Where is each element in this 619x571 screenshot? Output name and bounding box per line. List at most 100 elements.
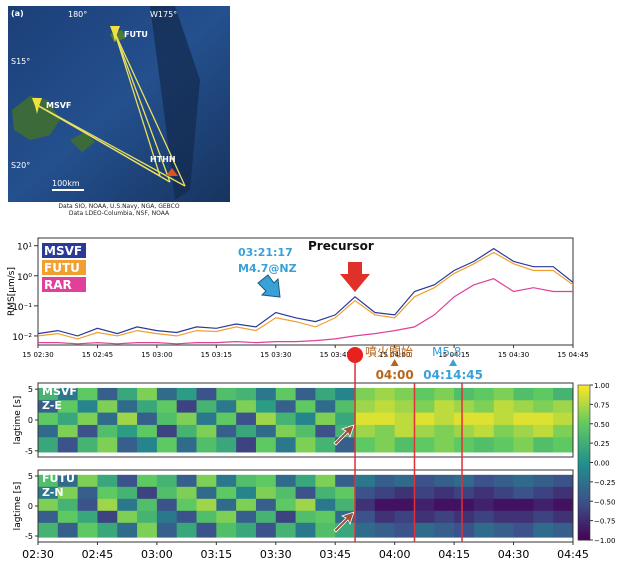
scale-label: 100km	[52, 179, 80, 188]
y-tick-label: 10⁻¹	[12, 303, 32, 313]
heat-cell	[295, 400, 316, 416]
heat-cell	[156, 510, 178, 526]
credit-box	[8, 202, 230, 216]
map: (a) 180° W175° S15° S20° FUTU MSVF HTHH …	[8, 6, 230, 217]
heat-cell	[57, 498, 79, 514]
arrow	[257, 274, 281, 298]
heat-cell	[176, 510, 197, 526]
x-tick-label: 02:45	[82, 548, 114, 561]
heat-cell	[38, 510, 59, 526]
y-axis-label: lagtime [s]	[13, 482, 23, 531]
heat-cell	[454, 387, 475, 404]
heat-cell	[216, 498, 237, 514]
colorbar-label: 0.75	[594, 401, 610, 409]
heat-cell	[117, 387, 138, 404]
heat-cell	[38, 387, 59, 404]
colorbar-label: −0.75	[594, 518, 615, 526]
heat-cell	[196, 510, 217, 526]
legend-label: MSVF	[44, 244, 82, 258]
heat-cell	[77, 400, 98, 416]
heat-cell	[335, 400, 356, 416]
colorbar-step	[578, 524, 590, 528]
arrow	[333, 511, 355, 533]
station-label: FUTU	[124, 30, 148, 39]
heat-cell	[374, 412, 396, 428]
annotation: Precursor	[308, 239, 374, 253]
heat-cell	[117, 498, 138, 514]
heat-cell	[553, 486, 574, 502]
heat-cell	[97, 486, 118, 502]
heat-cell	[38, 486, 59, 502]
heat-cell	[255, 510, 277, 526]
heat-cell	[533, 510, 554, 526]
heat-cell	[156, 400, 178, 416]
colorbar-step	[578, 519, 590, 523]
x-tick-label: 02:30	[22, 548, 54, 561]
heat-cell	[315, 400, 336, 416]
heat-cell	[355, 424, 376, 441]
arrow	[340, 262, 370, 292]
heat-cell	[255, 498, 277, 514]
heat-cell	[97, 424, 118, 441]
colorbar-step	[578, 390, 590, 394]
x-tick-label: 15 04:45	[557, 351, 588, 359]
heat-cell	[434, 486, 455, 502]
colorbar-label: −0.25	[594, 479, 615, 487]
colorbar-step	[578, 480, 590, 484]
heat-cell	[137, 437, 158, 453]
heat-cell	[473, 486, 495, 502]
heat-cell	[97, 510, 118, 526]
heat-cell	[374, 522, 396, 538]
colorbar-label: 1.00	[594, 382, 610, 390]
colorbar-step	[578, 537, 590, 541]
colorbar-step	[578, 418, 590, 422]
colorbar-step	[578, 457, 590, 461]
heat-cell	[355, 510, 376, 526]
heat-cell	[97, 387, 118, 404]
heat-cell	[394, 412, 415, 428]
heat-cell	[513, 510, 534, 526]
colorbar-step	[578, 483, 590, 487]
colorbar-step	[578, 385, 590, 389]
heat-cell	[57, 522, 79, 538]
heat-cell	[454, 400, 475, 416]
legend-swatch	[42, 260, 86, 275]
heat-cell	[117, 510, 138, 526]
x-tick-label: 15 03:30	[260, 351, 291, 359]
heat-cell	[335, 474, 356, 490]
heat-cell	[216, 522, 237, 538]
heat-cell	[434, 498, 455, 514]
heat-cell	[137, 474, 158, 490]
event-marker	[449, 359, 458, 366]
colorbar-step	[578, 449, 590, 453]
heat-cell	[216, 474, 237, 490]
heat-cell	[255, 387, 277, 404]
heat-cell	[275, 474, 296, 490]
heat-cell	[315, 412, 336, 428]
legend-label: RAR	[44, 278, 72, 292]
heat-cell	[77, 474, 98, 490]
event-label: 04:00	[376, 368, 414, 382]
heat-cell	[117, 437, 138, 453]
heat-cell	[394, 424, 415, 441]
colorbar-step	[578, 413, 590, 417]
heat-cell	[434, 510, 455, 526]
heat-cell	[493, 387, 514, 404]
heat-cell	[473, 522, 495, 538]
colorbar-step	[578, 485, 590, 489]
heat-cell	[513, 424, 534, 441]
heat-cell	[355, 387, 376, 404]
colorbar-step	[578, 506, 590, 510]
colorbar-step	[578, 454, 590, 458]
heat-cell	[117, 474, 138, 490]
heat-cell	[553, 474, 574, 490]
heat-cell	[196, 498, 217, 514]
heat-cell	[255, 486, 277, 502]
colorbar-label: −0.50	[594, 498, 615, 506]
heat-cell	[454, 474, 475, 490]
heat-cell	[374, 437, 396, 453]
heat-cell	[236, 387, 257, 404]
heat-cell	[394, 437, 415, 453]
heat-cell	[156, 498, 178, 514]
legend-label: FUTU	[44, 261, 80, 275]
